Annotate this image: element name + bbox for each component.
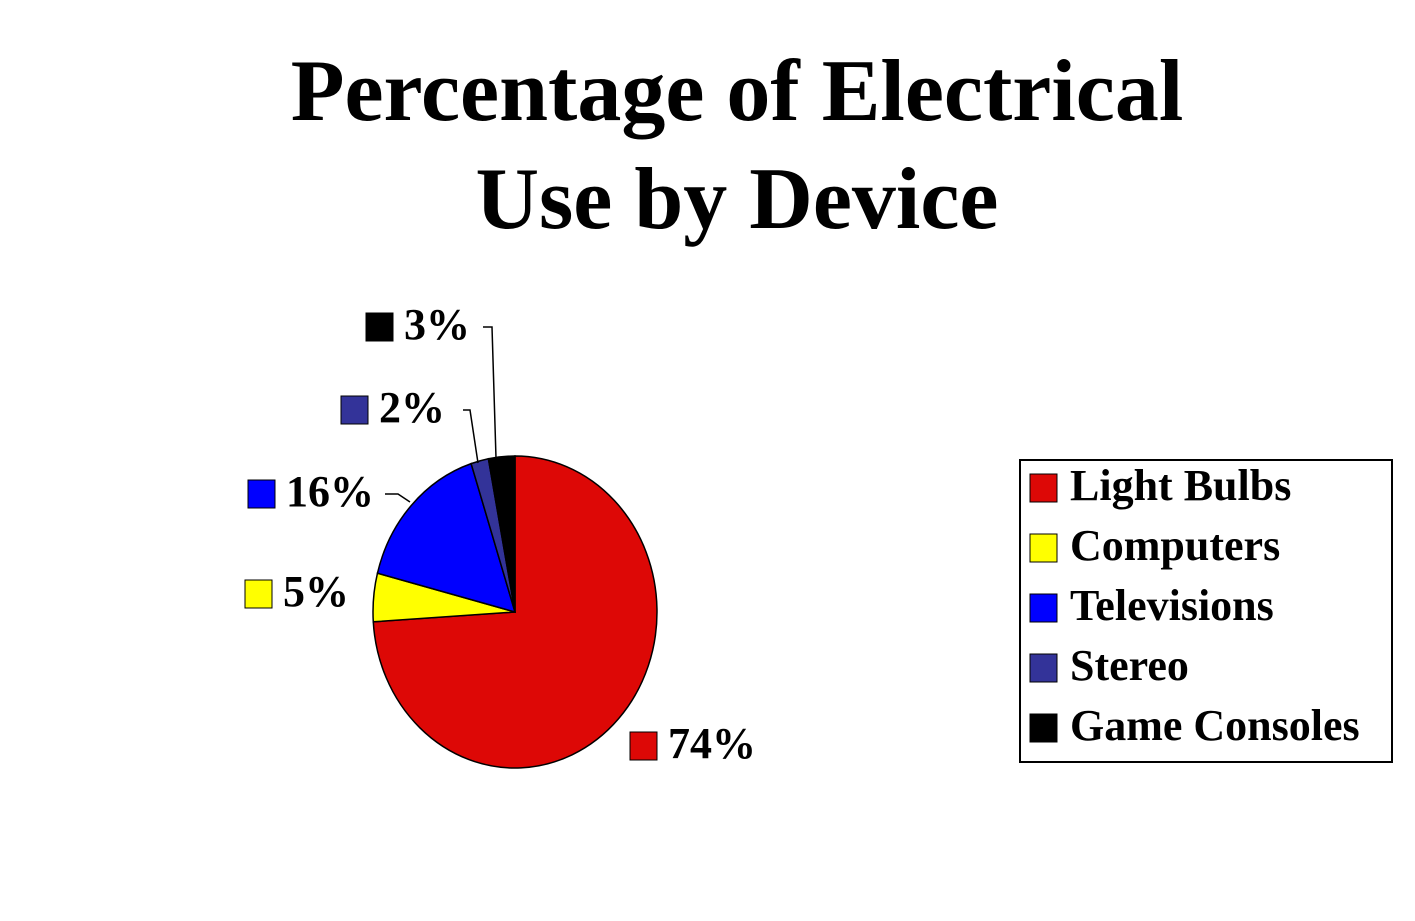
leader-line xyxy=(463,409,479,464)
data-label: 74% xyxy=(668,719,756,768)
legend-box xyxy=(1019,459,1393,763)
legend-swatch xyxy=(1029,533,1058,563)
label-swatch xyxy=(340,395,369,425)
legend-label: Computers xyxy=(1070,521,1280,570)
legend-label: Game Consoles xyxy=(1070,701,1360,750)
data-label: 5% xyxy=(283,567,349,616)
legend-label: Stereo xyxy=(1070,641,1189,690)
label-swatch xyxy=(244,579,273,609)
chart-subtitle: Use by Device xyxy=(476,151,999,248)
legend-swatch xyxy=(1029,653,1058,683)
legend-label: Televisions xyxy=(1070,581,1274,630)
data-label: 2% xyxy=(379,383,445,432)
label-swatch xyxy=(247,479,276,509)
legend-swatch xyxy=(1029,593,1058,623)
chart-title: Percentage of Electrical xyxy=(291,43,1184,140)
legend-label: Light Bulbs xyxy=(1070,461,1291,510)
legend-swatch xyxy=(1029,473,1058,503)
leader-line xyxy=(483,326,497,459)
legend: Light Bulbs Computers Televisions Stereo Gam… xyxy=(1029,461,1360,750)
legend-swatch xyxy=(1029,713,1058,743)
label-swatch xyxy=(629,731,658,761)
data-label: 3% xyxy=(404,300,470,349)
pie-slice xyxy=(487,455,516,613)
leader-line xyxy=(385,493,411,503)
data-label: 16% xyxy=(286,467,374,516)
pie-slice xyxy=(376,462,517,614)
label-swatch xyxy=(365,312,394,342)
